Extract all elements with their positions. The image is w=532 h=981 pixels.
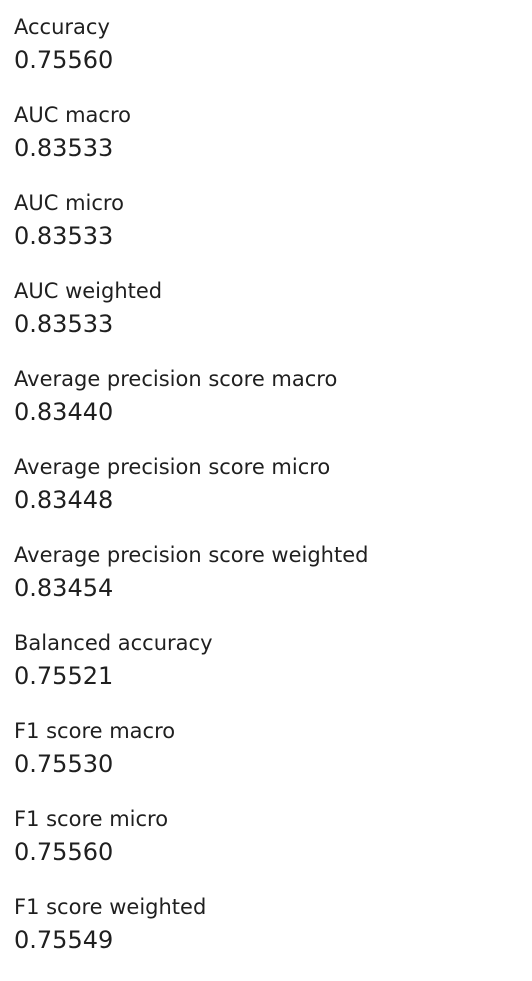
metric-label: Accuracy xyxy=(14,15,110,39)
metric-average-precision-macro: Average precision score macro 0.83440 xyxy=(14,365,532,453)
metric-value: 0.75530 xyxy=(14,750,114,778)
metric-average-precision-micro: Average precision score micro 0.83448 xyxy=(14,453,532,541)
metric-f1-weighted: F1 score weighted 0.75549 xyxy=(14,893,532,981)
metric-average-precision-weighted: Average precision score weighted 0.83454 xyxy=(14,541,532,629)
metric-value: 0.75560 xyxy=(14,838,114,866)
metric-auc-weighted: AUC weighted 0.83533 xyxy=(14,277,532,365)
metric-label: Average precision score weighted xyxy=(14,543,369,567)
metric-value: 0.83533 xyxy=(14,134,114,162)
metric-auc-macro: AUC macro 0.83533 xyxy=(14,101,532,189)
metric-auc-micro: AUC micro 0.83533 xyxy=(14,189,532,277)
metric-value: 0.83533 xyxy=(14,222,114,250)
metric-value: 0.83440 xyxy=(14,398,114,426)
metric-f1-micro: F1 score micro 0.75560 xyxy=(14,805,532,893)
metric-label: AUC macro xyxy=(14,103,131,127)
metric-label: AUC micro xyxy=(14,191,124,215)
metric-label: Balanced accuracy xyxy=(14,631,213,655)
metric-f1-macro: F1 score macro 0.75530 xyxy=(14,717,532,805)
metric-label: Average precision score macro xyxy=(14,367,338,391)
metric-value: 0.75521 xyxy=(14,662,114,690)
metric-value: 0.83533 xyxy=(14,310,114,338)
metric-label: AUC weighted xyxy=(14,279,163,303)
metric-label: Average precision score micro xyxy=(14,455,331,479)
metric-label: F1 score micro xyxy=(14,807,169,831)
metric-label: F1 score macro xyxy=(14,719,176,743)
metric-value: 0.83448 xyxy=(14,486,114,514)
metric-label: F1 score weighted xyxy=(14,895,207,919)
metric-value: 0.83454 xyxy=(14,574,114,602)
metric-accuracy: Accuracy 0.75560 xyxy=(14,13,532,101)
metric-value: 0.75549 xyxy=(14,926,114,954)
metric-value: 0.75560 xyxy=(14,46,114,74)
metric-balanced-accuracy: Balanced accuracy 0.75521 xyxy=(14,629,532,717)
